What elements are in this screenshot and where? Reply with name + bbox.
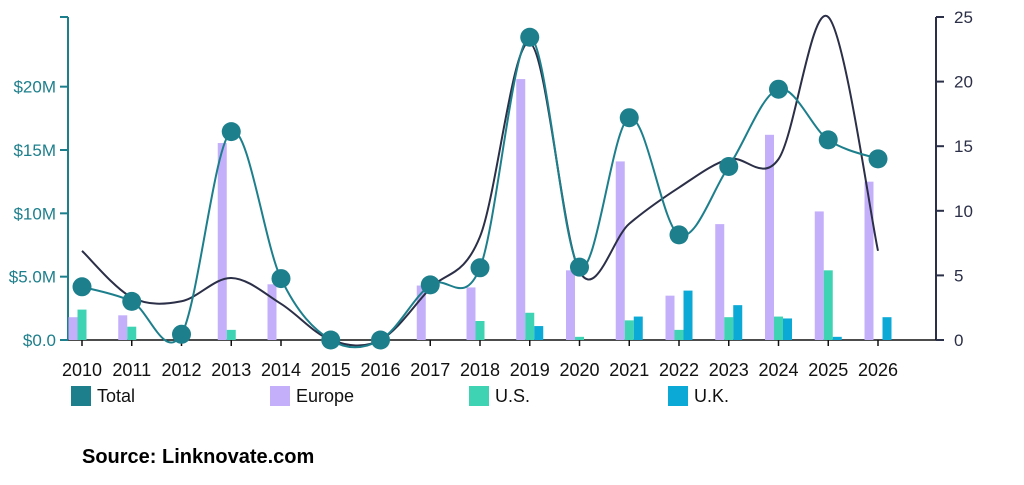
legend-label-us: U.S.: [495, 385, 531, 406]
bar: [783, 318, 792, 340]
x-axis-tick-label: 2018: [460, 360, 500, 380]
right-axis-tick-label: 0: [954, 331, 963, 350]
legend-item-total[interactable]: Total: [71, 384, 135, 408]
bar: [525, 312, 535, 340]
line-point-total: [719, 156, 739, 176]
legend-swatch-us: [469, 386, 489, 406]
x-axis-tick-label: 2017: [410, 360, 450, 380]
bar: [534, 326, 544, 340]
line-point-total: [271, 269, 291, 289]
x-axis-tick-label: 2022: [659, 360, 699, 380]
left-axis-tick-label: $0.0: [23, 331, 56, 350]
line-point-total: [769, 79, 788, 99]
line-series-right-axis: [81, 14, 879, 347]
x-axis-tick-label: 2023: [709, 360, 749, 380]
x-axis-tick-label: 2021: [609, 360, 649, 380]
bar-series-europe: [68, 79, 874, 341]
bar: [624, 320, 634, 340]
x-axis-tick-label: 2026: [858, 360, 898, 380]
bar: [765, 134, 774, 340]
x-axis-tick-label: 2019: [510, 360, 550, 380]
legend-swatch-total: [71, 386, 91, 406]
left-axis-tick-label: $15M: [13, 141, 56, 160]
legend-item-uk[interactable]: U.K.: [668, 384, 729, 408]
legend-label-europe: Europe: [296, 385, 355, 406]
line-point-total: [570, 257, 589, 277]
bar: [665, 295, 675, 340]
line-point-total: [470, 258, 490, 278]
bar: [733, 305, 743, 340]
bar: [516, 79, 526, 341]
bar: [814, 211, 824, 340]
line-point-total: [669, 225, 689, 245]
bar: [267, 284, 277, 340]
right-axis-tick-label: 5: [954, 266, 963, 285]
line-point-total: [868, 149, 888, 169]
bar: [127, 326, 137, 340]
bar: [416, 285, 426, 340]
bar: [566, 270, 575, 340]
line-point-total: [321, 330, 341, 350]
bar: [118, 315, 128, 340]
x-axis-tick-label: 2016: [360, 360, 400, 380]
line-point-total: [420, 275, 440, 295]
bar: [683, 290, 693, 340]
x-axis-tick-label: 2020: [559, 360, 599, 380]
bar: [68, 317, 78, 340]
line-point-total: [619, 108, 639, 128]
chart-legend: Total Europe U.S. U.K.: [0, 384, 1024, 408]
right-axis-tick-label: 25: [954, 8, 973, 27]
legend-swatch-uk: [668, 386, 688, 406]
bar: [575, 336, 584, 340]
legend-swatch-europe: [270, 386, 290, 406]
left-axis-tick-label: $10M: [13, 204, 56, 223]
x-axis-tick-label: 2025: [808, 360, 848, 380]
bar: [715, 224, 725, 340]
bar: [466, 287, 476, 340]
source-note: Source: Linknovate.com: [82, 446, 315, 468]
bar: [774, 316, 783, 340]
x-axis-tick-label: 2015: [311, 360, 351, 380]
x-axis-tick-label: 2024: [758, 360, 798, 380]
x-axis-tick-label: 2010: [62, 360, 102, 380]
left-axis-tick-label: $20M: [13, 78, 56, 97]
bar: [724, 317, 734, 340]
bar: [882, 317, 892, 340]
bar: [77, 309, 87, 340]
line-point-total: [818, 130, 838, 150]
line-point-total: [221, 122, 241, 142]
x-axis-tick-label: 2014: [261, 360, 301, 380]
legend-label-uk: U.K.: [694, 385, 730, 406]
x-axis-tick-label: 2011: [112, 360, 151, 380]
bar: [633, 316, 643, 340]
bar: [217, 143, 227, 340]
bar: [475, 321, 485, 340]
line-point-total: [122, 291, 142, 311]
bar-series-us: [77, 270, 833, 340]
bar-series-uk: [534, 290, 892, 340]
x-axis-tick-label: 2013: [211, 360, 251, 380]
bar: [823, 270, 833, 340]
bar: [615, 161, 625, 340]
bar: [832, 336, 842, 340]
right-axis-tick-label: 10: [954, 202, 973, 221]
legend-item-us[interactable]: U.S.: [469, 384, 530, 408]
right-axis-tick-label: 15: [954, 137, 973, 156]
line-point-total: [172, 324, 191, 344]
line-point-total: [520, 27, 540, 47]
x-axis-tick-label: 2012: [161, 360, 201, 380]
legend-label-total: Total: [97, 385, 136, 406]
bar: [226, 329, 236, 340]
line-series-total: [81, 36, 879, 349]
line-point-total: [371, 330, 390, 350]
bar: [864, 181, 874, 340]
left-axis-tick-label: $5.0M: [9, 268, 56, 287]
bar: [674, 329, 684, 340]
line-point-total: [72, 277, 92, 297]
legend-item-europe[interactable]: Europe: [270, 384, 354, 408]
right-axis-tick-label: 20: [954, 73, 973, 92]
